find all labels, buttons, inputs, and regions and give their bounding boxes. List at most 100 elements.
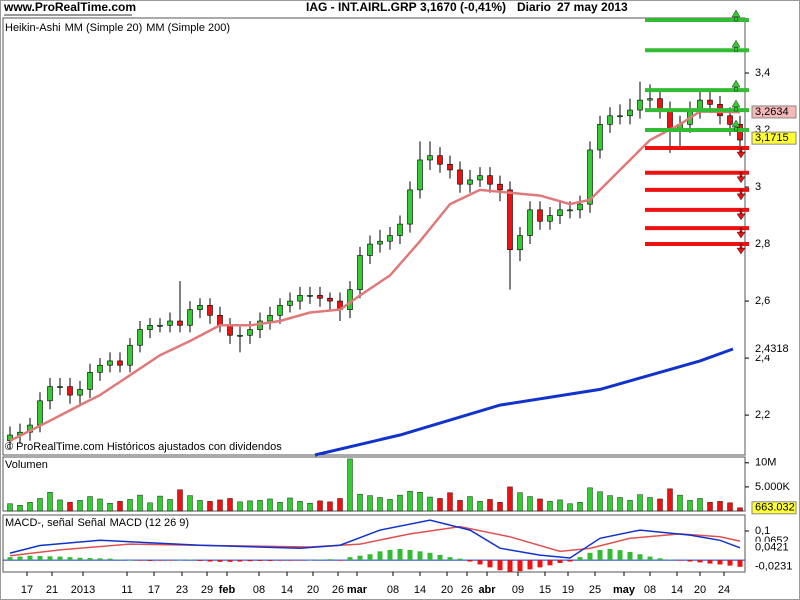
line-series: [9, 525, 741, 557]
volume-bar: [217, 499, 223, 512]
volume-bar: [117, 501, 123, 512]
candle-body: [587, 149, 593, 205]
volume-bar: [737, 507, 743, 512]
candle-body: [237, 334, 243, 337]
x-tick-label: 25: [589, 584, 601, 596]
legend-entry: MM (Simple 200): [146, 22, 230, 34]
value-label-box: [752, 343, 796, 356]
histogram-bar: [217, 560, 223, 562]
histogram-bar: [307, 559, 313, 561]
x-tick-label: 17: [148, 584, 160, 596]
x-tick-label: 14: [281, 584, 293, 596]
histogram-bar: [577, 557, 583, 561]
volume-bar: [607, 495, 613, 512]
histogram-bar: [357, 555, 363, 561]
volume-bar: [707, 502, 713, 512]
volume-bar: [657, 498, 663, 512]
candle-body: [537, 209, 543, 222]
volume-bar: [517, 492, 523, 512]
histogram-bar: [647, 556, 653, 561]
candle-body: [397, 223, 403, 236]
histogram-bar: [347, 557, 353, 561]
candle-body: [327, 297, 333, 302]
volume-bar: [597, 491, 603, 512]
y-tick-label: 5.000K: [755, 481, 791, 493]
level-arrow: [731, 119, 741, 132]
volume-bar: [727, 502, 733, 512]
x-tick-label: 26: [332, 584, 344, 596]
volume-bar: [137, 494, 143, 512]
volume-bar: [47, 491, 53, 512]
level-arrow: [736, 227, 746, 239]
candle-body: [637, 99, 643, 111]
histogram-bar: [557, 560, 563, 563]
histogram-bar: [627, 551, 633, 561]
volume-bar: [237, 501, 243, 512]
value-label: -0,0231: [755, 561, 792, 573]
histogram-bar: [467, 560, 473, 562]
candle-body: [557, 209, 563, 216]
x-tick-label: 14: [414, 584, 426, 596]
level-arrow: [731, 79, 741, 92]
volume-bar: [567, 503, 573, 512]
candle-body: [57, 386, 63, 388]
volume-bar: [377, 497, 383, 512]
candle-body: [117, 360, 123, 366]
symbol: IAG - INT.AIRL.GRP: [306, 0, 417, 14]
candle-body: [517, 235, 523, 251]
volume-bar: [347, 458, 353, 512]
histogram-bar: [247, 560, 253, 562]
candle-body: [607, 115, 613, 125]
histogram-bar: [17, 556, 23, 561]
value-label-box: [752, 560, 796, 573]
histogram-bar: [187, 559, 193, 561]
histogram-bar: [167, 560, 173, 561]
candle-body: [417, 159, 423, 191]
volume-bar: [177, 489, 183, 512]
candle-body: [407, 189, 413, 225]
x-tick-label: 20: [694, 584, 706, 596]
volume-bar: [277, 502, 283, 512]
histogram-bar: [477, 560, 483, 565]
histogram-bar: [207, 560, 213, 562]
volume-bar: [687, 500, 693, 512]
site-link[interactable]: www.ProRealTime.com: [3, 0, 136, 14]
candle-body: [227, 324, 233, 336]
candle-body: [377, 240, 383, 245]
volume-bar: [297, 501, 303, 512]
histogram-bar: [437, 554, 443, 561]
x-tick-label: 21: [46, 584, 58, 596]
volume-bar: [147, 502, 153, 512]
x-tick-label: may: [613, 584, 636, 596]
histogram-bar: [587, 552, 593, 561]
x-tick-label: 14: [671, 584, 683, 596]
panel-frame: [2, 456, 746, 512]
volume-bar: [557, 499, 563, 512]
volume-bar: [397, 494, 403, 512]
annotation: © ProRealTime.com Históricos ajustados c…: [5, 441, 282, 453]
candle-body: [487, 175, 493, 185]
candle-body: [307, 295, 313, 297]
histogram-bar: [127, 560, 133, 561]
quote: 3,1670 (-0,41%): [420, 0, 506, 14]
candle-body: [297, 295, 303, 302]
histogram-bar: [227, 560, 233, 562]
candle-body: [357, 255, 363, 290]
level-arrow: [731, 99, 741, 112]
candle-body: [187, 309, 193, 326]
histogram-bar: [457, 558, 463, 561]
histogram-bar: [507, 560, 513, 572]
volume-bar: [427, 496, 433, 512]
value-label: 3,1715: [755, 132, 789, 144]
period: Diario: [517, 0, 551, 14]
histogram-bar: [47, 556, 53, 561]
histogram-bar: [617, 550, 623, 561]
x-tick-label: 20: [441, 584, 453, 596]
legend-entry: MACD-, señal: [5, 517, 73, 529]
candle-body: [217, 315, 223, 326]
volume-bar: [157, 495, 163, 512]
histogram-bar: [317, 559, 323, 561]
volume-bar: [27, 502, 33, 512]
level-arrow: [731, 39, 741, 52]
value-label-box: [751, 131, 797, 145]
